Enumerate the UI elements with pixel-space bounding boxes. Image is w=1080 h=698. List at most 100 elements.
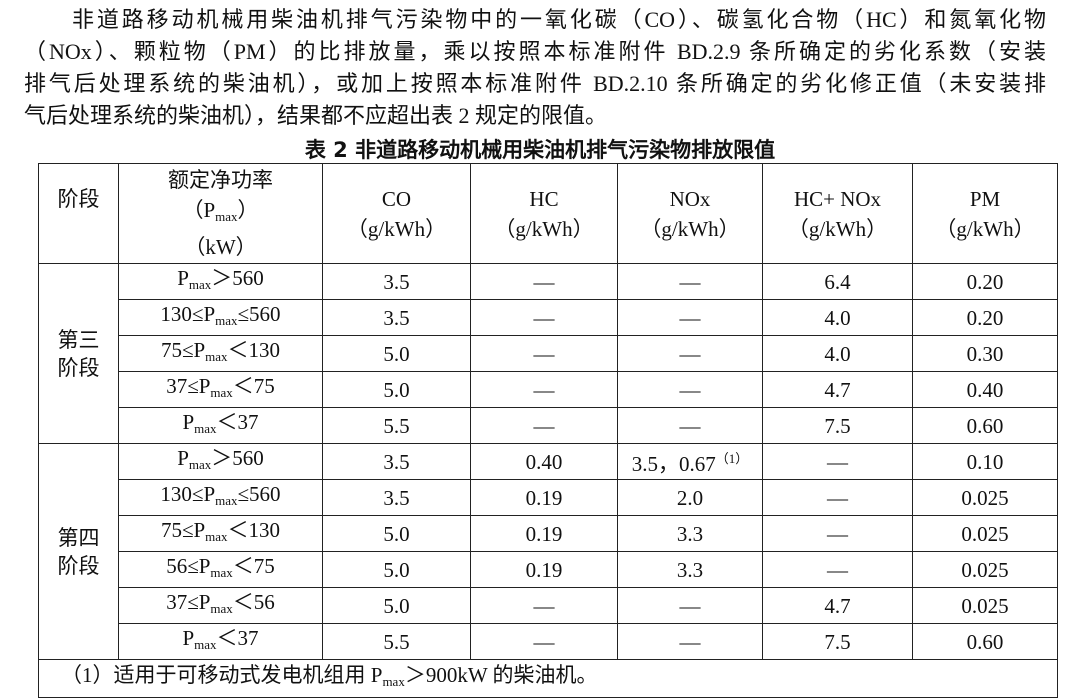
data-row: 第三 阶段 Pmax＞560 3.5— —6.4 0.20	[38, 263, 1058, 444]
power-cell: 130≤Pmax≤560	[118, 479, 323, 516]
data-row: 75≤Pmax＜130 5.0— —4.0 0.30	[39, 335, 1058, 372]
subscript: max	[210, 565, 233, 580]
value-cell: 0.025	[912, 551, 1058, 588]
value-cell: 4.7	[762, 587, 913, 624]
header-cell: PM （g/kWh）	[912, 163, 1058, 264]
value-cell: 5.5	[322, 407, 471, 444]
stage-cell: 第三 阶段	[38, 263, 119, 444]
value-cell: 0.10	[912, 443, 1058, 480]
subscript: max	[215, 313, 238, 328]
value-cell: 0.19	[470, 551, 618, 588]
paragraph: 非道路移动机械用柴油机排气污染物中的一氧化碳（CO）、碳氢化合物（HC）和氮氧化…	[24, 4, 1046, 132]
value-cell: 0.40	[912, 371, 1058, 408]
value-cell: —	[470, 371, 618, 408]
subscript: max	[210, 601, 233, 616]
text: P	[177, 266, 189, 290]
header-cell: NOx （g/kWh）	[617, 163, 763, 264]
header-cell: HC （g/kWh）	[470, 163, 618, 264]
value-cell: 4.7	[762, 371, 913, 408]
value-cell: —	[617, 623, 763, 660]
column-unit: （g/kWh）	[494, 216, 594, 241]
value-cell: —	[470, 299, 618, 336]
data-row: 75≤Pmax＜130 5.0 0.19 3.3—0.025	[39, 515, 1058, 552]
value-cell: 0.025	[912, 479, 1058, 516]
value-cell: 3.3	[617, 551, 763, 588]
value-cell: 0.19	[470, 515, 618, 552]
text: ＜37	[216, 410, 259, 434]
value-cell: —	[470, 407, 618, 444]
text: ≤560	[237, 302, 281, 326]
value-cell: —	[762, 515, 913, 552]
text: ＜56	[232, 590, 275, 614]
text: 3.5，0.67	[631, 452, 716, 476]
value-cell: 4.0	[762, 299, 913, 336]
text: ＜37	[216, 626, 259, 650]
page: {"paragraph":["非道路移动机械用柴油机排气污染物中的一氧化碳（CO…	[24, 4, 1058, 698]
text: （kW）	[184, 235, 257, 259]
stage-line: 阶段	[57, 553, 100, 578]
text: （P	[182, 198, 216, 222]
power-cell: 37≤Pmax＜56	[118, 587, 323, 624]
value-cell: 3.5	[322, 299, 471, 336]
text: 56≤P	[166, 554, 211, 578]
subscript: max	[188, 457, 212, 472]
data-row: Pmax＜37 5.5— —7.5 0.60	[39, 407, 1058, 444]
text: ≤560	[237, 482, 281, 506]
value-cell: 3.5	[322, 443, 471, 480]
text: ＜130	[227, 518, 281, 542]
text: 130≤P	[160, 302, 216, 326]
power-cell: Pmax＜37	[118, 407, 323, 444]
stage-cell: 第四 阶段	[38, 443, 119, 660]
footnote-ref: （1）	[715, 451, 749, 466]
value-cell: 5.5	[322, 623, 471, 660]
value-cell: 5.0	[322, 371, 471, 408]
data-row: 37≤Pmax＜75 5.0— —4.7 0.40	[39, 371, 1058, 408]
value-cell: 2.0	[617, 479, 763, 516]
power-cell: Pmax＞560	[118, 263, 323, 300]
text: （Pmax）	[119, 195, 322, 232]
text: ＜75	[232, 554, 275, 578]
value-cell: 0.60	[912, 407, 1058, 444]
column-unit: （g/kWh）	[935, 216, 1035, 241]
value-cell: 4.0	[762, 335, 913, 372]
column-name: NOx	[669, 186, 711, 211]
value-cell: 0.20	[912, 263, 1058, 300]
value-cell: 0.60	[912, 623, 1058, 660]
header-cell: 阶段	[38, 163, 119, 264]
value-cell: —	[762, 551, 913, 588]
header-row: 阶段 额定净功率 （Pmax） （kW） CO （g/kWh） HC （g/kWh） NOx （g…	[38, 163, 1058, 264]
column-name: HC	[529, 186, 559, 211]
text: 130≤P	[160, 482, 216, 506]
value-cell: 0.19	[470, 479, 618, 516]
header-cell: HC+ NOx （g/kWh）	[762, 163, 913, 264]
table-title: 表 2 非道路移动机械用柴油机排气污染物排放限值	[304, 138, 776, 162]
text: ＞900kW 的柴油机。	[404, 663, 598, 687]
text: （1）适用于可移动式发电机组用 P	[61, 663, 383, 687]
value-cell: 3.3	[617, 515, 763, 552]
footnote-cell: （1）适用于可移动式发电机组用 Pmax＞900kW 的柴油机。	[38, 659, 1058, 698]
value-cell: 6.4	[762, 263, 913, 300]
value-cell: 0.20	[912, 299, 1058, 336]
paragraph-line: 气后处理系统的柴油机），结果都不应超出表 2 规定的限值。	[24, 103, 608, 128]
power-cell: 130≤Pmax≤560	[118, 299, 323, 336]
power-cell: 75≤Pmax＜130	[118, 515, 323, 552]
text: P	[182, 626, 195, 650]
subscript: max	[210, 385, 233, 400]
value-cell: 5.0	[322, 587, 471, 624]
power-cell: Pmax＞560	[118, 443, 323, 480]
text: 37≤P	[166, 374, 211, 398]
subscript: max	[188, 277, 212, 292]
subscript: max	[194, 637, 217, 652]
value-cell: 3.5	[322, 263, 471, 300]
value-cell: 7.5	[762, 623, 913, 660]
text: 75≤P	[160, 338, 206, 362]
stage-line: 第四	[57, 525, 100, 550]
paragraph-line: 非道路移动机械用柴油机排气污染物中的一氧化碳（CO）、碳氢化合物（HC）和氮氧化…	[72, 7, 1046, 32]
value-cell: —	[617, 587, 763, 624]
power-cell: 75≤Pmax＜130	[118, 335, 323, 372]
text: P	[182, 410, 195, 434]
subscript: max	[215, 209, 238, 224]
column-unit: （g/kWh）	[640, 216, 740, 241]
data-row: 56≤Pmax＜75 5.0 0.19 3.3—0.025	[39, 551, 1058, 588]
subscript: max	[205, 529, 228, 544]
